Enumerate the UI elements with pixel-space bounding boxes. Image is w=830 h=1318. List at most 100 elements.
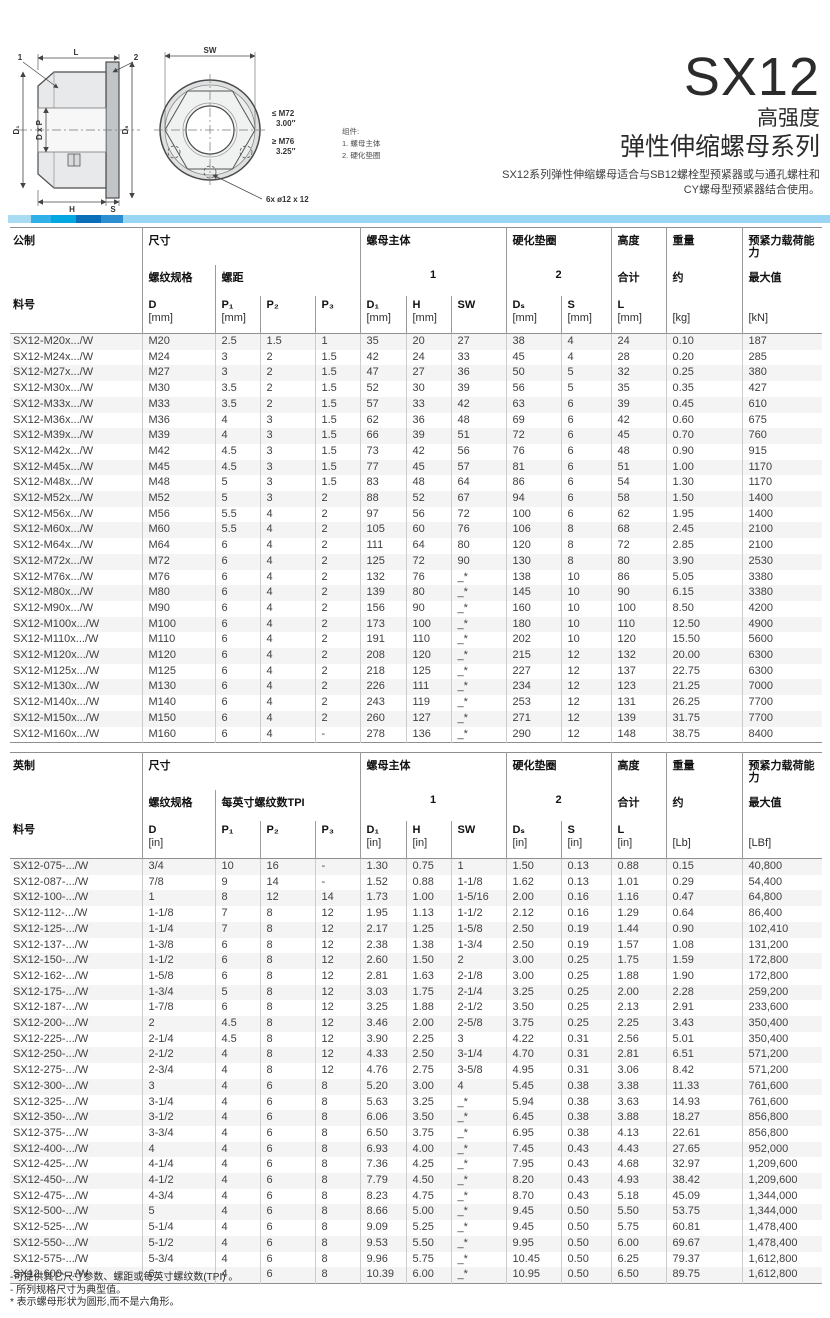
table-cell: 7.95 xyxy=(505,1157,561,1174)
table-cell: 2 xyxy=(259,396,315,413)
table-cell: _* xyxy=(450,1110,506,1126)
table-cell: 0.88 xyxy=(405,874,451,891)
table-cell: 8 xyxy=(259,1031,315,1048)
table-cell: 62 xyxy=(610,506,666,523)
table-cell: 2-1/2 xyxy=(450,1000,506,1017)
table-cell: 2 xyxy=(314,585,360,601)
table-cell: 8 xyxy=(259,937,315,954)
table-row: SX12-M160x.../W M160 6 4-278 136 _* 290 12 148 38… xyxy=(10,726,822,743)
table-cell: 139 xyxy=(610,710,666,727)
table-cell: 571,200 xyxy=(741,1063,822,1079)
table-cell: 1.29 xyxy=(610,906,666,922)
header-washer-num: 2 xyxy=(505,790,611,821)
table-cell: 5 xyxy=(214,491,260,507)
table-cell: 66 xyxy=(359,428,406,444)
table-row: SX12-087-.../W 7/8 9 14-1.52 0.88 1-1/8 1.62 0.… xyxy=(10,874,822,891)
table-cell: 110 xyxy=(405,632,451,649)
table-cell: 6 xyxy=(560,475,611,492)
table-cell: 1.44 xyxy=(610,921,666,938)
column-header: P₃ xyxy=(314,296,360,334)
header-nut-body: 螺母主体 xyxy=(359,227,506,265)
table-cell: 0.38 xyxy=(560,1110,611,1126)
table-cell: 12 xyxy=(314,1000,360,1017)
table-cell: 160 xyxy=(505,600,561,617)
table-cell: 89.75 xyxy=(665,1267,742,1284)
table-cell: 5-1/2 xyxy=(141,1235,215,1252)
table-cell: 9.53 xyxy=(359,1235,406,1252)
table-cell: 3 xyxy=(259,459,315,476)
table-cell: 6 xyxy=(214,1000,260,1017)
table-cell: 8 xyxy=(314,1188,360,1205)
table-cell: 12 xyxy=(314,906,360,922)
accent-bar-segment xyxy=(31,215,51,223)
table-cell: SX12-M80x.../W xyxy=(13,586,94,599)
table-cell: 1400 xyxy=(741,491,822,507)
table-row: SX12-M120x.../W M120 6 4 2 208 120 _* 215 12 132 20… xyxy=(10,648,822,664)
table-cell: 12 xyxy=(259,890,315,907)
table-cell: 20.00 xyxy=(665,648,742,664)
table-cell: 6.51 xyxy=(665,1047,742,1064)
table-cell: 0.25 xyxy=(560,1000,611,1017)
column-header: D₁ [in] xyxy=(359,821,406,859)
table-cell: 8 xyxy=(314,1141,360,1158)
table-cell: 6 xyxy=(259,1110,315,1126)
header-preload: 预紧力载荷能力 xyxy=(741,752,822,790)
table-cell: 6 xyxy=(560,396,611,413)
table-cell: 6 xyxy=(214,632,260,649)
table-cell: 3.00 xyxy=(505,953,561,969)
table-cell: 9.45 xyxy=(505,1204,561,1221)
table-cell: 22.61 xyxy=(665,1125,742,1142)
table-cell: 2 xyxy=(314,522,360,539)
table-cell: 1.00 xyxy=(405,890,451,907)
table-cell: M36 xyxy=(141,412,215,429)
table-cell: 90 xyxy=(610,585,666,601)
table-cell: SX12-100-.../W xyxy=(13,891,89,904)
table-cell: 1,209,600 xyxy=(741,1157,822,1174)
table-row: SX12-M130x.../W M130 6 4 2 226 111 _* 234 12 123 21… xyxy=(10,679,822,696)
table-cell: 125 xyxy=(359,553,406,570)
table-cell: 12 xyxy=(314,984,360,1001)
table-cell: 4 xyxy=(214,1267,260,1284)
table-cell: 4 xyxy=(141,1141,215,1158)
table-cell: 54 xyxy=(610,475,666,492)
dim-label-Ds: Dₛ xyxy=(121,126,130,135)
header-dims: 尺寸 xyxy=(141,752,360,790)
table-cell: 6 xyxy=(560,443,611,460)
table-cell: 7.36 xyxy=(359,1157,406,1174)
table-cell: 76 xyxy=(450,522,506,539)
table-cell: 5 xyxy=(560,381,611,397)
column-header: Dₛ [mm] xyxy=(505,296,561,334)
dim-label-SW: SW xyxy=(204,46,217,55)
table-cell: SX12-300-.../W xyxy=(13,1079,89,1092)
table-cell: 1.5 xyxy=(314,365,360,382)
table-cell: 48 xyxy=(610,443,666,460)
table-cell: 36 xyxy=(450,365,506,382)
table-cell: 1.01 xyxy=(610,874,666,891)
table-cell: 4 xyxy=(214,1063,260,1079)
table-cell: 5.45 xyxy=(505,1078,561,1095)
table-cell: 2-1/4 xyxy=(141,1031,215,1048)
table-row: SX12-162-.../W 1-5/8 6 8 12 2.81 1.63 2-1/8 3.00… xyxy=(10,968,822,985)
table-cell: 3.46 xyxy=(359,1016,406,1032)
table-cell: SX12-525-.../W xyxy=(13,1221,89,1234)
table-cell: M56 xyxy=(141,506,215,523)
table-cell: 7 xyxy=(214,921,260,938)
table-cell: 0.90 xyxy=(665,443,742,460)
table-cell: _* xyxy=(450,1094,506,1111)
table-cell: 138 xyxy=(505,569,561,586)
table-cell: 0.35 xyxy=(665,381,742,397)
table-cell: 1.88 xyxy=(610,968,666,985)
table-cell: 3380 xyxy=(741,585,822,601)
table-cell: 8 xyxy=(259,984,315,1001)
table-cell: 73 xyxy=(359,443,406,460)
table-cell: 10 xyxy=(560,616,611,633)
table-cell: 3.5 xyxy=(214,396,260,413)
table-cell: 3.5 xyxy=(214,381,260,397)
table-cell: 2-1/4 xyxy=(450,984,506,1001)
table-cell: 4.70 xyxy=(505,1047,561,1064)
table-cell: 51 xyxy=(610,459,666,476)
table-cell: 8 xyxy=(560,553,611,570)
table-group-header-row: 英制 尺寸 螺母主体 硬化垫圈 高度 重量 预紧力载荷能力 xyxy=(10,752,822,790)
table-cell: 6.50 xyxy=(610,1267,666,1284)
table-cell: 1.30 xyxy=(359,858,406,875)
